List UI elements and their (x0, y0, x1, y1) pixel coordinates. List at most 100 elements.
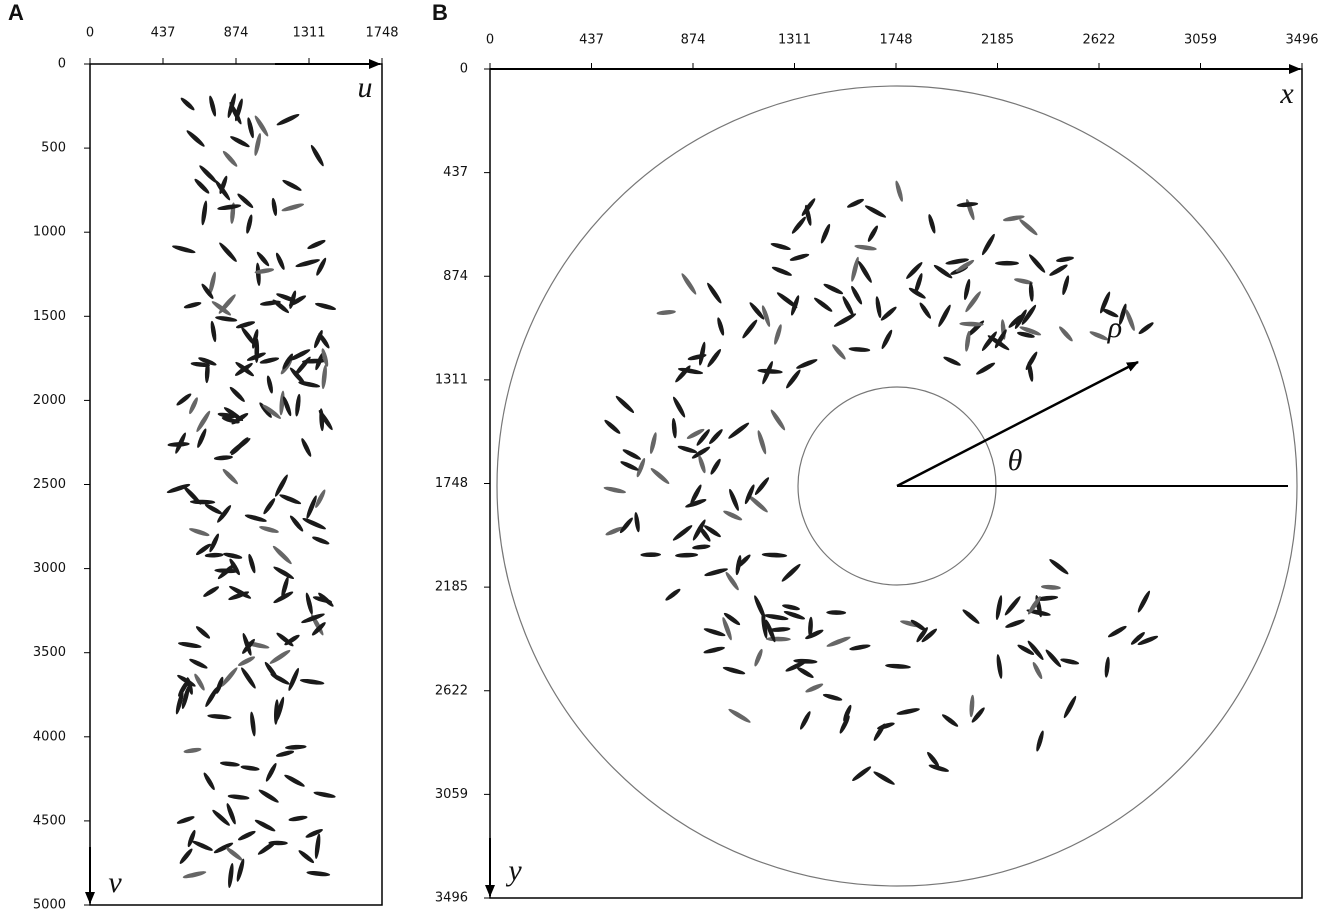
y-tick-label: 1311 (435, 372, 468, 387)
seed (808, 616, 813, 638)
seed (981, 233, 995, 256)
seed (1137, 590, 1151, 613)
seed (764, 614, 789, 621)
seed (1019, 219, 1038, 236)
seed (650, 468, 670, 484)
seed (1032, 661, 1043, 680)
seed (943, 356, 961, 366)
seed (757, 430, 767, 455)
seed (208, 271, 216, 295)
seed (312, 536, 330, 545)
seed (254, 268, 275, 274)
seed (229, 386, 245, 402)
seed (895, 180, 903, 202)
seed (672, 396, 686, 418)
seed (995, 260, 1019, 266)
seed (847, 198, 864, 208)
seed (723, 510, 743, 521)
seed (1101, 308, 1119, 318)
seed (217, 563, 236, 580)
seed (1040, 584, 1061, 590)
seed (826, 610, 847, 615)
seed (211, 301, 232, 316)
y-axis-label: v (108, 866, 122, 899)
seed (271, 197, 278, 216)
seed (1027, 596, 1041, 615)
seed (256, 251, 270, 267)
seed (180, 97, 195, 111)
x-tick-label: 1748 (879, 33, 912, 48)
seed (1025, 351, 1038, 371)
seed (275, 252, 285, 270)
y-tick-label: 874 (443, 269, 468, 284)
seed (805, 683, 824, 693)
seed (189, 528, 210, 537)
y-tick-label: 0 (58, 57, 66, 72)
seed (814, 297, 833, 312)
seed (230, 136, 250, 148)
y-tick-label: 3500 (33, 645, 66, 660)
seed (896, 708, 920, 715)
seed (259, 357, 280, 364)
seed (321, 364, 327, 390)
seed (209, 95, 217, 117)
seed (192, 840, 213, 851)
seed (703, 525, 721, 538)
seed (217, 505, 232, 523)
seed (201, 283, 214, 299)
seed (677, 445, 698, 454)
seed (964, 330, 971, 352)
seed (177, 642, 202, 648)
seed (247, 117, 254, 139)
y-tick-label: 2185 (435, 580, 468, 595)
x-axis-label: x (1279, 77, 1294, 110)
seed (785, 661, 806, 672)
seed (289, 515, 304, 532)
seed (770, 243, 791, 250)
seed (187, 829, 196, 848)
seed (722, 617, 732, 641)
seed (769, 627, 791, 632)
x-tick-label: 3059 (1184, 33, 1217, 48)
seed (848, 347, 871, 352)
seed (966, 199, 975, 221)
seed (241, 327, 256, 346)
seed (996, 654, 1003, 679)
seed (945, 258, 969, 265)
seed (289, 367, 306, 385)
seed (851, 285, 863, 305)
seed (229, 438, 251, 454)
panel-label: A (8, 0, 24, 25)
seed (222, 150, 238, 167)
seed (881, 329, 893, 350)
y-tick-label: 4500 (33, 813, 66, 828)
seed (1049, 559, 1069, 575)
seed (1125, 309, 1135, 331)
seed (955, 259, 975, 273)
seed (744, 484, 755, 505)
seed (236, 858, 245, 882)
seed (305, 829, 323, 838)
seed (1017, 644, 1035, 655)
seed (295, 259, 321, 268)
seed (671, 418, 677, 439)
seed (275, 696, 285, 722)
seed (677, 367, 704, 375)
seed (259, 526, 279, 533)
seed (965, 291, 981, 313)
seed (696, 429, 710, 446)
seed (843, 704, 852, 722)
seed (976, 362, 996, 375)
x-tick-label: 3496 (1285, 33, 1318, 48)
seed (319, 408, 325, 432)
seed (1100, 291, 1111, 314)
x-tick-label: 1311 (292, 26, 325, 41)
seed (771, 266, 792, 276)
seed (179, 848, 193, 864)
seed (1130, 632, 1145, 645)
seed (229, 101, 242, 125)
seed (1045, 649, 1062, 668)
seed (273, 591, 294, 604)
seed (649, 432, 657, 454)
seed (242, 638, 255, 654)
